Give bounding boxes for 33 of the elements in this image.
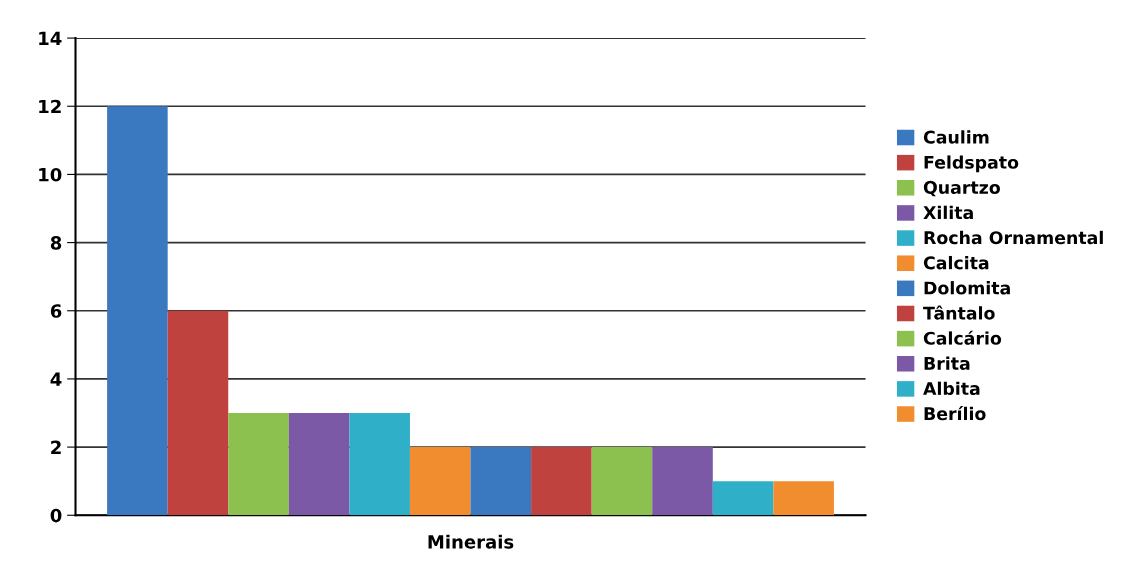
legend-label: Berílio (924, 406, 986, 421)
bar (712, 481, 774, 516)
y-tick-label: 0 (50, 508, 62, 523)
legend-label: Dolomita (924, 281, 1010, 295)
y-tick-label: 8 (50, 236, 62, 250)
legend-label: Albita (923, 381, 980, 396)
legend-label: Feldspato (924, 155, 1019, 173)
bar (409, 447, 471, 516)
bar (531, 447, 592, 516)
legend-label: Caulim (923, 130, 989, 144)
y-tick-label: 2 (51, 440, 61, 454)
bar (288, 413, 350, 516)
legend-label: Quartzo (923, 180, 1000, 197)
y-tick-label: 4 (50, 372, 62, 386)
bar (167, 310, 229, 516)
bar (652, 447, 713, 516)
legend-label: Xilita (923, 205, 973, 220)
y-tick-label: 14 (39, 31, 62, 45)
y-tick-label: 12 (39, 99, 61, 114)
bar (349, 413, 410, 516)
legend-label: Calcário (923, 330, 1002, 345)
legend-label: Rocha Ornamental (924, 230, 1103, 245)
bar (470, 447, 532, 516)
bar (591, 447, 653, 516)
x-tick-label: Minerais (428, 534, 514, 549)
y-tick-label: 6 (50, 304, 62, 318)
bar (107, 106, 168, 516)
y-tick-label: 10 (39, 167, 62, 182)
bar (228, 413, 289, 516)
legend-label: Brita (924, 356, 970, 370)
legend-label: Calcita (923, 255, 989, 270)
bar (773, 481, 834, 516)
legend-label: Tântalo (923, 305, 995, 320)
